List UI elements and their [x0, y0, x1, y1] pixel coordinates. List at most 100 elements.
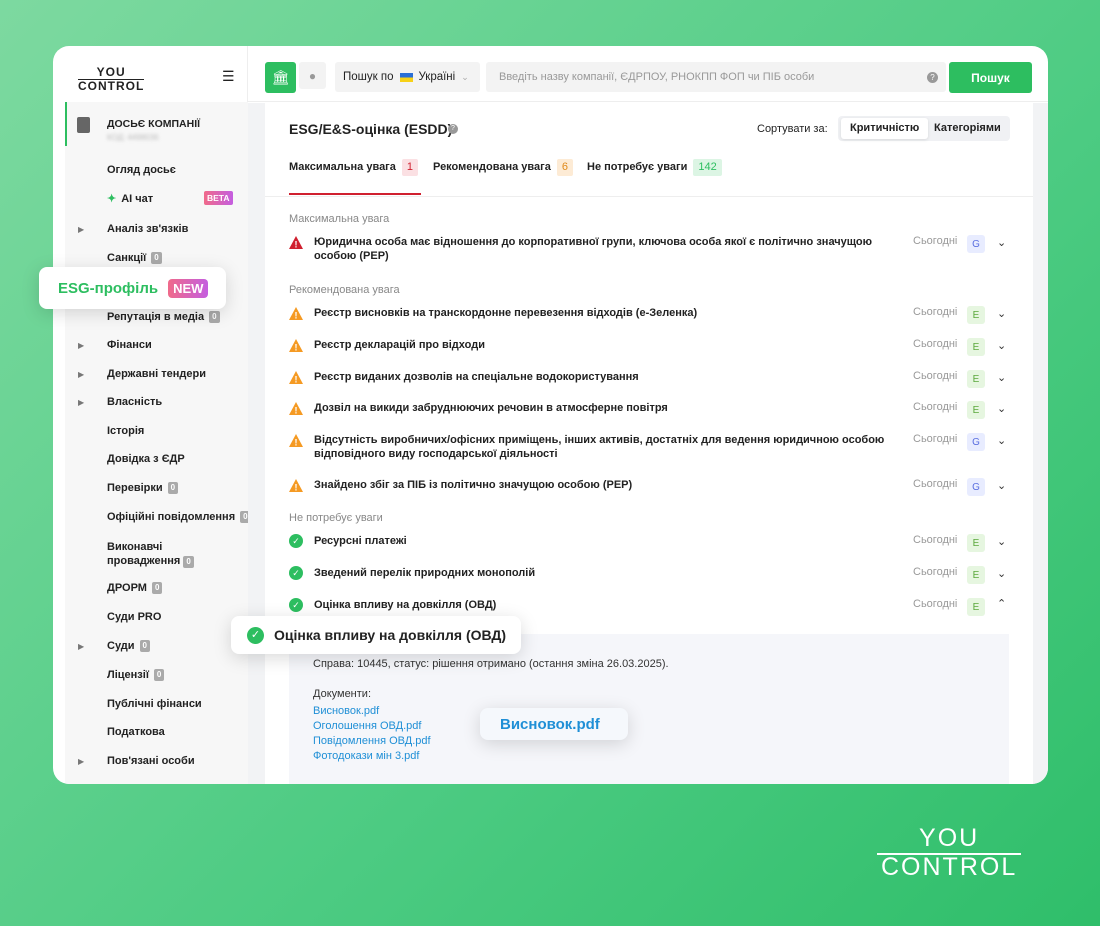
- sidebar-item[interactable]: ✦ AI чат: [107, 192, 153, 206]
- ukraine-flag-icon: [399, 72, 413, 82]
- document-link[interactable]: Оголошення ОВД.pdf: [313, 720, 422, 732]
- expand-arrow-icon[interactable]: ▶: [78, 225, 85, 234]
- chevron-down-icon[interactable]: ⌄: [997, 536, 1007, 548]
- sidebar-item-label: Податкова: [107, 726, 165, 738]
- esg-check-row[interactable]: ! Юридична особа має відношення до корпор…: [265, 234, 1033, 264]
- chevron-down-icon[interactable]: ⌄: [997, 237, 1007, 249]
- help-icon[interactable]: ?: [927, 71, 938, 83]
- document-link[interactable]: Фотодокази мін 3.pdf: [313, 750, 420, 762]
- sidebar-item-label: Державні тендери: [107, 368, 206, 380]
- esg-check-row[interactable]: ✓ Ресурсні платежі Сьогодні E ⌄: [265, 533, 1033, 563]
- sidebar-item[interactable]: Фінанси: [107, 339, 152, 351]
- document-link[interactable]: Повідомлення ОВД.pdf: [313, 735, 431, 747]
- page-title: ESG/E&S-оцінка (ESDD): [289, 121, 453, 137]
- category-badge: G: [967, 433, 985, 451]
- chevron-down-icon[interactable]: ⌄: [997, 480, 1007, 492]
- esg-check-row[interactable]: ! Дозвіл на викиди забруднюючих речовин в…: [265, 400, 1033, 430]
- person-search-mode-button[interactable]: ●: [299, 62, 326, 89]
- sidebar-item[interactable]: Аналіз зв'язків: [107, 223, 188, 235]
- check-title: Зведений перелік природних монополій: [314, 567, 536, 579]
- sidebar-item[interactable]: Історія: [107, 425, 144, 437]
- chevron-down-icon[interactable]: ⌄: [997, 340, 1007, 352]
- tab-maximum[interactable]: Максимальна увага 1: [289, 159, 422, 195]
- esg-check-row[interactable]: ✓ Зведений перелік природних монополій Сьо…: [265, 565, 1033, 595]
- sidebar-item[interactable]: Пов'язані особи: [107, 755, 195, 767]
- sidebar-item-label: Ліцензії: [107, 669, 149, 681]
- document-link[interactable]: Висновок.pdf: [313, 705, 380, 717]
- sidebar-item[interactable]: Ліцензії 0: [107, 669, 165, 681]
- count-badge: 0: [139, 640, 150, 652]
- sidebar-item[interactable]: Санкції 0: [107, 252, 162, 264]
- esg-check-row[interactable]: ✓ Оцінка впливу на довкілля (ОВД) Сьогодні…: [265, 597, 1033, 627]
- chevron-down-icon[interactable]: ⌄: [997, 435, 1007, 447]
- ovd-callout[interactable]: ✓ Оцінка впливу на довкілля (ОВД): [231, 616, 521, 654]
- esg-profile-callout[interactable]: ESG-профіль NEW: [39, 267, 226, 309]
- expand-arrow-icon[interactable]: ▶: [78, 398, 85, 407]
- sidebar-item[interactable]: Власність: [107, 396, 162, 408]
- sidebar-item-label: Пов'язані особи: [107, 755, 195, 767]
- details-box: Справа: 10445, статус: рішення отримано …: [289, 634, 1009, 784]
- warning-triangle-icon: !: [289, 371, 303, 384]
- section-heading: Рекомендована увага: [289, 284, 400, 296]
- tab-count: 6: [556, 159, 573, 176]
- expand-arrow-icon[interactable]: ▶: [78, 757, 85, 766]
- sort-toggle: Критичністю Категоріями: [838, 116, 1010, 141]
- esg-check-row[interactable]: ! Знайдено збіг за ПІБ із політично значу…: [265, 477, 1033, 507]
- chevron-down-icon[interactable]: ⌄: [997, 372, 1007, 384]
- top-bar: 🏛 ● Пошук по Україні ⌄ Введіть назву ком…: [248, 46, 1048, 102]
- sidebar-item[interactable]: Виконавчі провадження 0: [107, 540, 194, 568]
- sidebar-item-label: Репутація в медіа: [107, 311, 205, 323]
- documents-label: Документи:: [313, 688, 371, 700]
- warning-triangle-icon: !: [289, 307, 303, 320]
- esg-check-row[interactable]: ! Реєстр виданих дозволів на спеціальне в…: [265, 369, 1033, 399]
- chevron-down-icon[interactable]: ⌄: [997, 568, 1007, 580]
- count-badge: 0: [153, 669, 165, 681]
- sidebar-item-label: Історія: [107, 425, 145, 437]
- warning-triangle-icon: !: [289, 434, 303, 447]
- expand-arrow-icon[interactable]: ▶: [78, 642, 85, 651]
- tab-not-needed[interactable]: Не потребує уваги 142: [587, 159, 722, 176]
- check-date: Сьогодні: [913, 478, 958, 490]
- count-badge: 0: [151, 252, 162, 264]
- sort-by-category[interactable]: Категоріями: [934, 122, 1001, 134]
- sidebar-item[interactable]: Огляд досьє: [107, 164, 176, 176]
- document-callout[interactable]: Висновок.pdf: [480, 708, 628, 740]
- sidebar-item[interactable]: Державні тендери: [107, 368, 206, 380]
- company-search-mode-button[interactable]: 🏛: [265, 62, 296, 93]
- sidebar-item[interactable]: Офіційні повідомлення 0: [107, 511, 251, 523]
- sidebar-item[interactable]: Репутація в медіа 0: [107, 311, 220, 323]
- sidebar-item-label: Виконавчі: [107, 541, 163, 553]
- collapse-sidebar-icon[interactable]: ☰: [222, 68, 235, 84]
- sidebar-item[interactable]: Податкова: [107, 726, 165, 738]
- search-input[interactable]: Введіть назву компанії, ЄДРПОУ, РНОКПП Ф…: [486, 62, 946, 92]
- sort-by-criticality[interactable]: Критичністю: [841, 118, 929, 139]
- sidebar-item[interactable]: Суди PRO: [107, 611, 161, 623]
- country-select[interactable]: Пошук по Україні ⌄: [335, 62, 480, 92]
- help-icon[interactable]: ?: [448, 124, 458, 134]
- sidebar-item[interactable]: Перевірки 0: [107, 482, 179, 494]
- app-window: YOU CONTROL ☰ ДОСЬЄ КОМПАНІЇ КОД: 449803…: [53, 46, 1048, 784]
- tab-recommended[interactable]: Рекомендована увага 6: [433, 159, 573, 176]
- check-circle-icon: ✓: [289, 598, 303, 612]
- sidebar-item-label: Власність: [107, 396, 163, 408]
- esg-check-row[interactable]: ! Відсутність виробничих/офісних приміщен…: [265, 432, 1033, 462]
- sidebar-item-label: Огляд досьє: [107, 164, 176, 176]
- dossier-code: КОД: 4498036: [107, 133, 159, 142]
- check-date: Сьогодні: [913, 433, 958, 445]
- sidebar-item[interactable]: Публічні фінанси: [107, 698, 202, 710]
- chevron-down-icon[interactable]: ⌄: [997, 308, 1007, 320]
- expand-arrow-icon[interactable]: ▶: [78, 341, 85, 350]
- sidebar-item-label: Аналіз зв'язків: [107, 223, 189, 235]
- search-button[interactable]: Пошук: [949, 62, 1032, 93]
- sidebar-item[interactable]: ДРОРМ 0: [107, 582, 163, 594]
- warning-triangle-icon: !: [289, 479, 303, 492]
- chevron-down-icon[interactable]: ⌄: [997, 403, 1007, 415]
- brand-logo[interactable]: YOU CONTROL: [78, 65, 145, 93]
- esg-check-row[interactable]: ! Реєстр декларацій про відходи Сьогодні E ⌄: [265, 337, 1033, 367]
- sidebar-item[interactable]: Довідка з ЄДР: [107, 453, 185, 465]
- sidebar-item[interactable]: Суди 0: [107, 640, 150, 652]
- expand-arrow-icon[interactable]: ▶: [78, 370, 85, 379]
- esg-check-row[interactable]: ! Реєстр висновків на транскордонне перев…: [265, 305, 1033, 335]
- brand-logo-footer: YOU CONTROL: [877, 826, 1022, 880]
- chevron-up-icon[interactable]: ⌃: [997, 598, 1007, 610]
